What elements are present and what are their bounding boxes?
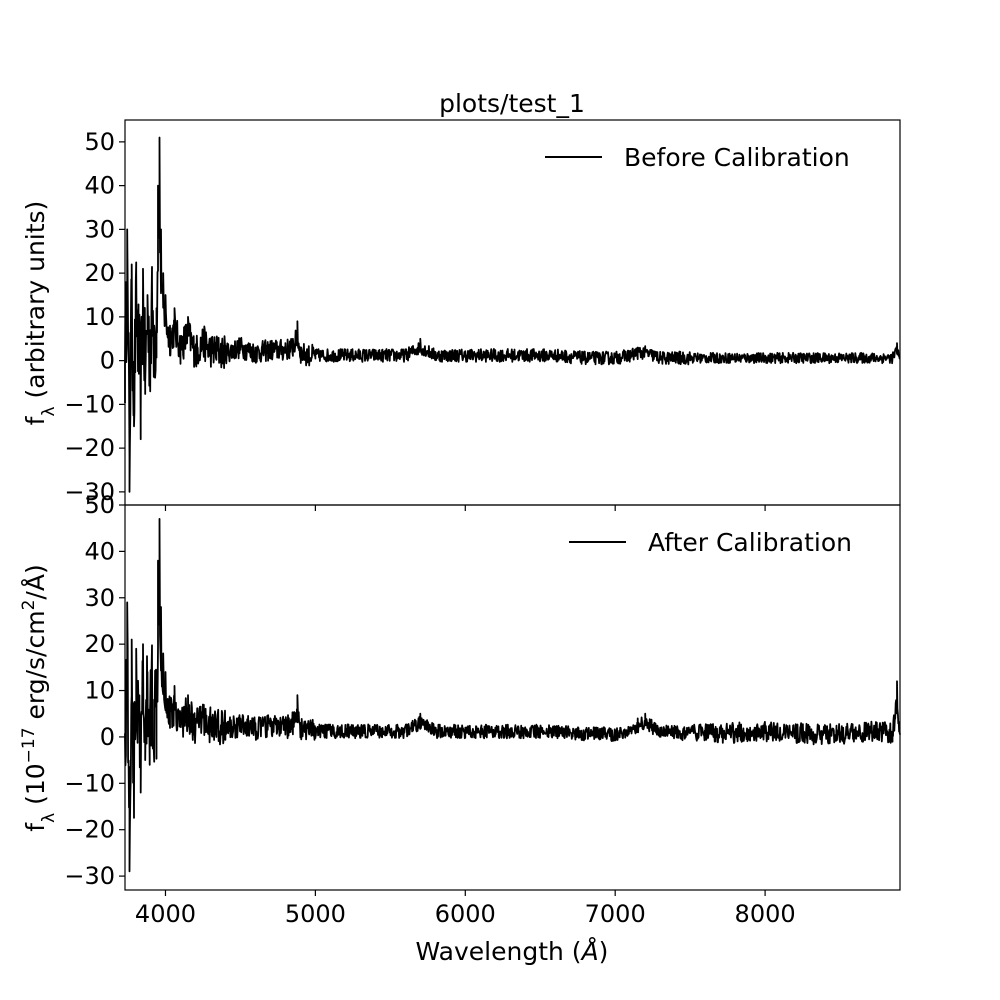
y-tick-label: −30: [64, 478, 115, 506]
top-x-ticks: [164, 505, 766, 511]
y-tick-label: 50: [84, 128, 115, 156]
series-line-before-calibration: [124, 136, 901, 493]
y-tick-label: 10: [84, 303, 115, 331]
bottom-panel: −30 −20 −10 0 10 20 30 40 50 4000 5000 6000 7000 800…: [64, 491, 901, 928]
y-tick-label: −20: [64, 816, 115, 844]
y-tick-label: −30: [64, 862, 115, 890]
x-tick-label: 6000: [435, 900, 496, 928]
top-panel: −30 −20 −10 0 10 20 30 40 50 Before Calibration: [64, 119, 901, 511]
y-tick-label: 40: [84, 537, 115, 565]
y-tick-label: 50: [84, 491, 115, 519]
top-series-layer: [124, 136, 901, 493]
y-tick-label: 40: [84, 172, 115, 200]
y-tick-label: −20: [64, 434, 115, 462]
x-tick-label: 7000: [585, 900, 646, 928]
legend-label-after: After Calibration: [648, 528, 852, 557]
bottom-x-ticks: 4000 5000 6000 7000 8000: [135, 890, 796, 928]
y-tick-label: 10: [84, 677, 115, 705]
x-axis-label: Wavelength (Å): [416, 937, 609, 966]
y-tick-label: 20: [84, 259, 115, 287]
y-tick-label: 30: [84, 215, 115, 243]
y-tick-label: 30: [84, 584, 115, 612]
y-tick-label: −10: [64, 390, 115, 418]
bottom-axes-frame: [124, 504, 901, 891]
chart-title: plots/test_1: [439, 89, 585, 118]
y-tick-label: 0: [100, 723, 115, 751]
top-y-axis-label: fλ (arbitrary units): [21, 201, 59, 426]
series-line-after-calibration: [124, 518, 901, 873]
y-tick-label: 0: [100, 347, 115, 375]
y-tick-label: 20: [84, 630, 115, 658]
top-y-ticks: −30 −20 −10 0 10 20 30 40 50: [64, 128, 125, 506]
top-axes-frame: [124, 119, 901, 506]
legend-label-before: Before Calibration: [624, 143, 850, 172]
bottom-y-axis-label: fλ (10−17 erg/s/cm2/Å): [19, 564, 59, 831]
bottom-series-layer: [124, 518, 901, 873]
x-tick-label: 5000: [285, 900, 346, 928]
bottom-y-ticks: −30 −20 −10 0 10 20 30 40 50: [64, 491, 125, 890]
x-tick-label: 4000: [135, 900, 196, 928]
y-tick-label: −10: [64, 769, 115, 797]
x-tick-label: 8000: [735, 900, 796, 928]
